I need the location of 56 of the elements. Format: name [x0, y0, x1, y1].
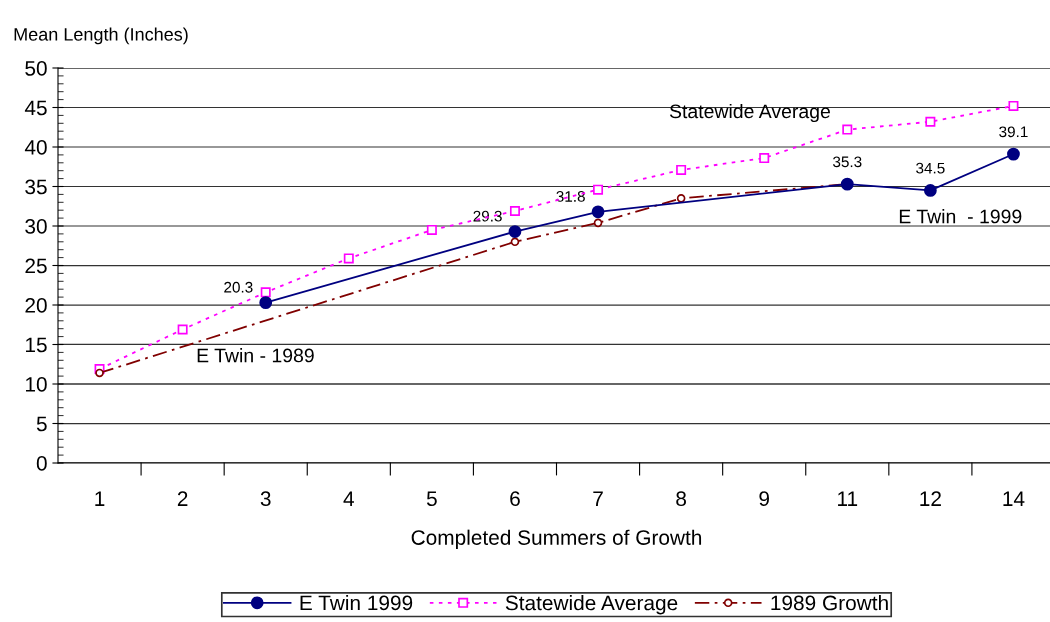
data-label: 39.1	[999, 126, 1028, 138]
point	[925, 116, 936, 127]
x-tick-label: 7	[593, 491, 603, 506]
y-tick-label: 15	[26, 337, 47, 353]
point	[591, 205, 605, 219]
x-axis-title: Completed Summers of Growth	[411, 529, 702, 550]
x-tick-label: 3	[260, 491, 271, 507]
y-tick-label: 40	[24, 140, 47, 155]
point	[509, 205, 520, 216]
point	[759, 153, 770, 164]
x-tick-label: 1	[95, 491, 105, 506]
point	[1008, 100, 1019, 111]
data-label: 29.3	[473, 210, 502, 222]
x-tick-label: 11	[838, 491, 858, 506]
y-tick-label: 35	[25, 179, 47, 195]
annotation: Statewide Average	[669, 103, 830, 123]
point	[95, 368, 104, 378]
point	[510, 237, 520, 247]
point	[343, 253, 354, 264]
y-tick-label: 20	[25, 298, 47, 313]
point	[426, 224, 437, 235]
x-tick-label: 9	[759, 491, 770, 507]
x-tick-label: 8	[676, 491, 687, 507]
y-tick-label: 45	[24, 100, 47, 116]
point	[259, 296, 273, 310]
point	[676, 194, 686, 203]
legend-label: 1989 Growth	[771, 595, 888, 611]
legend-label: Statewide Average	[505, 595, 678, 615]
x-tick-label: 14	[1003, 491, 1025, 506]
point	[1007, 147, 1020, 161]
x-tick-label: 2	[177, 491, 188, 506]
legend-label: E Twin 1999	[300, 595, 413, 611]
data-label: 34.5	[916, 162, 945, 174]
point	[593, 218, 603, 228]
data-label: 20.3	[224, 281, 253, 293]
y-tick-label: 25	[25, 258, 47, 274]
x-tick-label: 6	[510, 491, 520, 507]
point	[842, 124, 853, 135]
data-label: 35.3	[833, 156, 862, 168]
annotation: E Twin - 1989	[197, 348, 314, 363]
x-tick-label: 5	[426, 491, 437, 507]
point	[260, 287, 271, 298]
point	[508, 225, 522, 238]
y-tick-label: 30	[25, 219, 47, 234]
point	[177, 324, 188, 335]
point	[593, 184, 604, 195]
y-tick-label: 10	[26, 377, 47, 392]
point	[676, 164, 687, 175]
annotation: E Twin - 1999	[899, 209, 1022, 224]
y-tick-label: 50	[25, 61, 47, 76]
y-axis-title: Mean Length (Inches)	[14, 27, 188, 45]
point	[923, 184, 937, 197]
y-tick-label: 5	[36, 416, 47, 432]
x-tick-label: 4	[343, 491, 354, 506]
x-tick-label: 12	[920, 491, 941, 506]
y-tick-label: 0	[36, 456, 47, 471]
